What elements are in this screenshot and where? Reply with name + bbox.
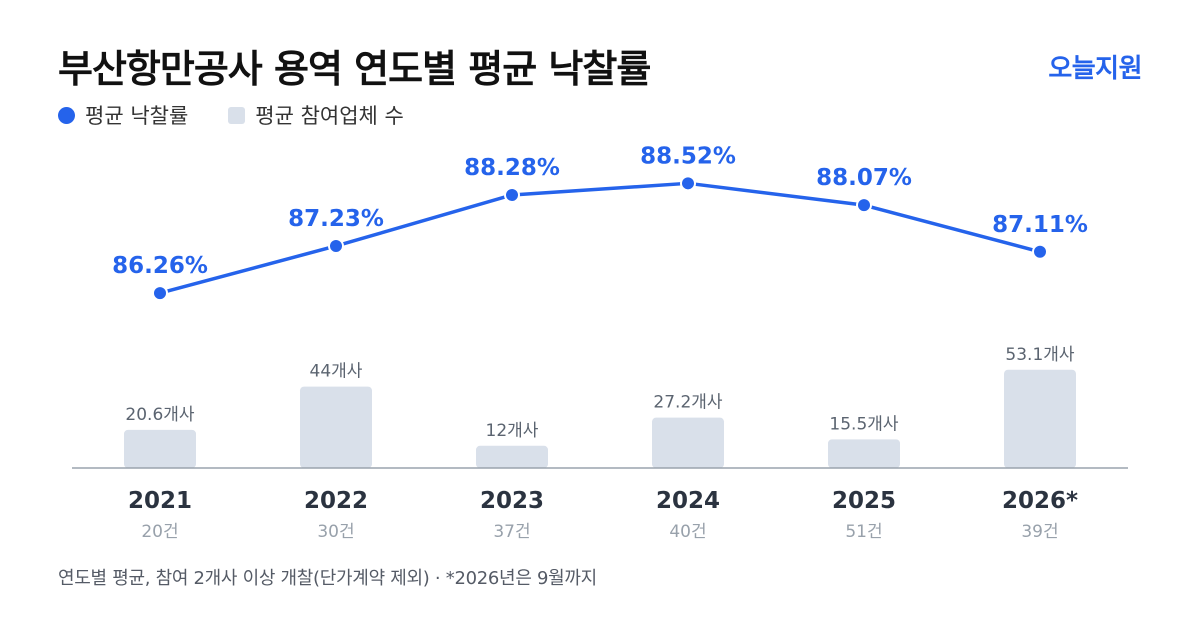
rate-label: 88.07%	[816, 165, 912, 191]
bar-2022	[300, 386, 372, 468]
legend-item-participants: 평균 참여업체 수	[228, 100, 404, 130]
rate-label: 88.28%	[464, 155, 560, 181]
chart-legend: 평균 낙찰률 평균 참여업체 수	[58, 100, 444, 130]
case-count-label: 40건	[669, 522, 706, 542]
bar-2021	[124, 429, 196, 468]
legend-participants-label: 평균 참여업체 수	[255, 104, 404, 128]
bar-2025	[828, 439, 900, 468]
bar-label: 44개사	[310, 362, 363, 382]
bar-2026	[1004, 369, 1076, 468]
rate-point	[152, 285, 168, 302]
case-count-label: 20건	[141, 522, 178, 542]
legend-dot-icon	[58, 106, 75, 124]
chart-title: 부산항만공사 용역 연도별 평균 낙찰률	[58, 47, 651, 91]
bar-label: 27.2개사	[653, 393, 722, 413]
bar-label: 53.1개사	[1005, 345, 1074, 365]
rate-point	[328, 237, 344, 254]
bar-2023	[476, 445, 548, 468]
legend-item-rate: 평균 낙찰률	[58, 100, 188, 130]
footnote: 연도별 평균, 참여 2개사 이상 개찰(단가계약 제외) · *2026년은 …	[58, 568, 597, 589]
bar-2024	[652, 417, 724, 468]
rate-line	[159, 181, 1041, 295]
x-tick-label: 2023	[480, 488, 544, 514]
x-tick-label: 2026*	[1002, 488, 1078, 514]
case-count-label: 30건	[317, 522, 354, 542]
case-count-label: 37건	[493, 522, 530, 542]
bar-label: 20.6개사	[125, 405, 194, 425]
legend-box-icon	[228, 106, 246, 124]
rate-point	[504, 186, 520, 203]
x-tick-label: 2021	[128, 488, 192, 514]
x-tick-label: 2022	[304, 488, 368, 514]
rate-point	[1032, 243, 1048, 260]
rate-label: 87.23%	[288, 206, 384, 232]
legend-rate-label: 평균 낙찰률	[85, 104, 189, 128]
x-tick-label: 2025	[832, 488, 896, 514]
rate-point	[856, 197, 872, 214]
case-count-label: 39건	[1021, 522, 1058, 542]
case-count-label: 51건	[845, 522, 882, 542]
rate-label: 87.11%	[992, 212, 1088, 238]
rate-label: 88.52%	[640, 143, 736, 169]
bar-label: 15.5개사	[829, 414, 898, 434]
rate-point	[680, 175, 696, 192]
brand-logo[interactable]: 오늘지원	[1048, 54, 1142, 84]
x-tick-label: 2024	[656, 488, 720, 514]
bar-label: 12개사	[486, 421, 539, 441]
rate-label: 86.26%	[112, 253, 208, 279]
